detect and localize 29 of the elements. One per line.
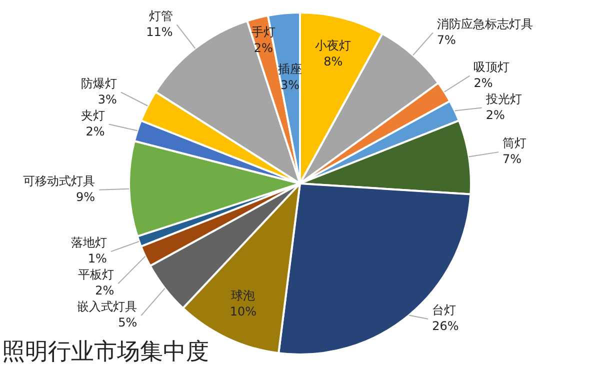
data-label: 26% xyxy=(432,319,459,334)
slice-label: 嵌入式灯具 xyxy=(77,300,138,314)
slice-label: 夹灯 xyxy=(80,108,105,122)
slice-label: 灯管 xyxy=(148,8,173,23)
slice-label: 消防应急标志灯具 xyxy=(436,16,533,31)
slice-label: 投光灯 xyxy=(484,92,522,106)
data-label: 3% xyxy=(98,92,117,106)
data-label: 11% xyxy=(146,24,173,39)
slice-label: 台灯 xyxy=(432,303,456,318)
slice-label: 小夜灯 xyxy=(315,38,352,52)
slice-label: 可移动式灯具 xyxy=(23,174,96,188)
data-label: 9% xyxy=(76,190,96,204)
data-label: 2% xyxy=(474,76,493,90)
data-label: 10% xyxy=(230,304,257,318)
data-label: 2% xyxy=(86,124,105,138)
data-label: 5% xyxy=(118,316,138,330)
data-label: 7% xyxy=(436,32,456,47)
slice-label: 球泡 xyxy=(231,288,256,302)
slice-label: 平板灯 xyxy=(78,268,114,282)
slice-label: 筒灯 xyxy=(502,136,527,150)
slice-label: 防爆灯 xyxy=(80,76,117,90)
data-label: 2% xyxy=(95,284,114,298)
data-label: 7% xyxy=(502,152,522,166)
slice-label: 吸顶灯 xyxy=(474,60,510,74)
data-label: 8% xyxy=(324,54,343,68)
data-label: 2% xyxy=(486,108,505,122)
data-label: 1% xyxy=(88,252,107,266)
text: 照明行业市场集中度 xyxy=(0,336,215,369)
slice-label: 落地灯 xyxy=(70,236,107,250)
